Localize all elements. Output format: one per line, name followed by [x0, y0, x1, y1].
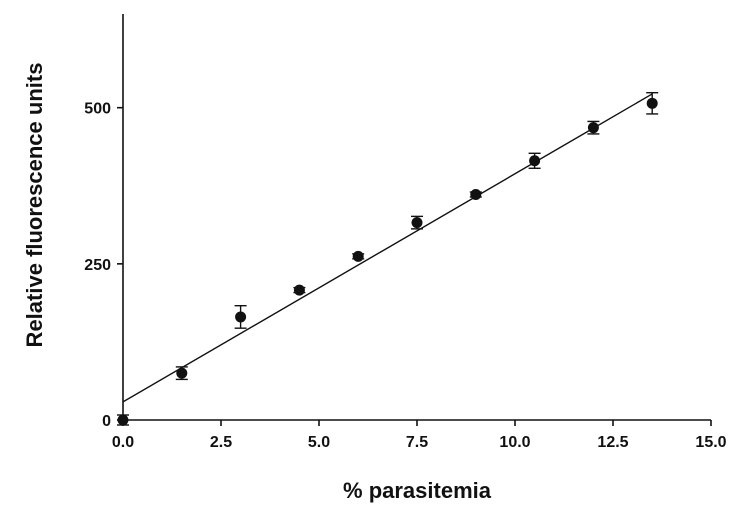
data-point	[352, 250, 364, 262]
y-tick-label: 500	[84, 101, 111, 118]
x-tick-label: 15.0	[695, 434, 726, 451]
error-bars	[117, 92, 659, 426]
x-axis-ticks: 0.0 2.5 5.0 7.5 10.0 12.5 15.0	[112, 420, 727, 451]
x-tick-label: 5.0	[308, 434, 330, 451]
fit-line	[122, 93, 653, 403]
x-tick-label: 7.5	[406, 434, 428, 451]
data-point	[293, 284, 305, 296]
regression-line	[122, 93, 653, 403]
x-tick-label: 2.5	[210, 434, 232, 451]
y-axis-title: Relative fluorescence units	[22, 63, 47, 348]
x-axis-title: % parasitemia	[343, 478, 492, 503]
x-tick-label: 12.5	[597, 434, 628, 451]
x-tick-label: 0.0	[112, 434, 134, 451]
data-point	[470, 189, 482, 201]
data-point	[529, 155, 541, 167]
data-point	[411, 217, 423, 229]
data-points	[117, 97, 658, 426]
data-point	[117, 414, 129, 426]
y-tick-label: 250	[84, 257, 111, 274]
data-point	[176, 367, 188, 379]
y-axis-ticks: 0 250 500	[84, 101, 123, 430]
data-point	[587, 122, 599, 134]
x-tick-label: 10.0	[499, 434, 530, 451]
data-point	[235, 311, 247, 323]
y-tick-label: 0	[102, 413, 111, 430]
data-point	[646, 97, 658, 109]
